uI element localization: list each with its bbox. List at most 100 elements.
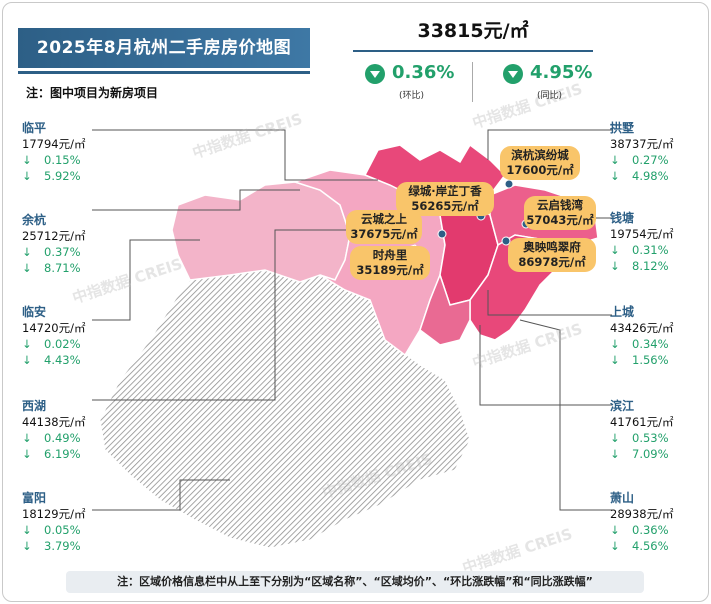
yoy-label: (同比)	[537, 91, 563, 101]
district-yoy: 6.19%	[44, 447, 81, 461]
district-yoy: 8.12%	[632, 259, 669, 273]
project-name: 云城之上	[361, 212, 407, 226]
down-arrow-icon: ↓	[610, 353, 620, 367]
project-label: 滨杭滨纷城 17600元/㎡	[500, 146, 580, 180]
map-pin-icon	[504, 179, 514, 189]
district-price: 17794元/㎡	[22, 137, 86, 151]
mom-change: 0.36% (环比)	[365, 62, 475, 102]
down-arrow-icon: ↓	[22, 447, 32, 461]
district-yoy: 4.56%	[632, 539, 669, 553]
district-mom: 0.27%	[632, 153, 669, 167]
project-name: 滨杭滨纷城	[511, 148, 569, 162]
district-gongshu: 拱墅 38737元/㎡ ↓ 0.27% ↓ 4.98%	[610, 120, 700, 184]
district-yoy: 5.92%	[44, 169, 81, 183]
district-name: 临安	[22, 305, 47, 319]
district-binjiang: 滨江 41761元/㎡ ↓ 0.53% ↓ 7.09%	[610, 398, 700, 462]
down-arrow-icon: ↓	[22, 539, 32, 553]
district-price: 41761元/㎡	[610, 415, 674, 429]
divider	[472, 62, 473, 102]
district-name: 萧山	[610, 491, 635, 505]
down-arrow-icon: ↓	[22, 169, 32, 183]
down-triangle-icon	[365, 64, 385, 84]
district-price: 25712元/㎡	[22, 229, 86, 243]
district-yoy: 4.98%	[632, 169, 669, 183]
down-arrow-icon: ↓	[22, 245, 32, 259]
district-mom: 0.31%	[632, 243, 669, 257]
yoy-value: 4.95%	[530, 62, 593, 83]
district-yoy: 3.79%	[44, 539, 81, 553]
down-arrow-icon: ↓	[610, 539, 620, 553]
project-name: 时舟里	[372, 248, 408, 262]
district-price: 38737元/㎡	[610, 137, 674, 151]
project-name: 绿城·岸芷丁香	[408, 184, 482, 198]
down-arrow-icon: ↓	[610, 431, 620, 445]
district-yoy: 4.43%	[44, 353, 81, 367]
district-name: 富阳	[22, 491, 47, 505]
district-name: 滨江	[610, 399, 635, 413]
project-name: 云启钱湾	[537, 198, 583, 212]
district-price: 18129元/㎡	[22, 507, 86, 521]
project-price: 86978元/㎡	[518, 255, 586, 269]
district-yoy: 1.56%	[632, 353, 669, 367]
district-price: 44138元/㎡	[22, 415, 86, 429]
project-note: 注：图中项目为新房项目	[26, 86, 159, 100]
down-arrow-icon: ↓	[22, 353, 32, 367]
project-price: 35189元/㎡	[356, 263, 424, 277]
linan-region	[171, 181, 351, 283]
down-arrow-icon: ↓	[610, 243, 620, 257]
project-label: 云城之上 37675元/㎡	[346, 210, 422, 244]
district-shangcheng: 上城 43426元/㎡ ↓ 0.34% ↓ 1.56%	[610, 304, 700, 368]
down-arrow-icon: ↓	[22, 337, 32, 351]
district-mom: 0.15%	[44, 153, 81, 167]
shangcheng-region	[419, 272, 471, 346]
page-title: 2025年8月杭州二手房房价地图	[18, 28, 310, 74]
district-mom: 0.34%	[632, 337, 669, 351]
district-yuhang: 余杭 25712元/㎡ ↓ 0.37% ↓ 8.71%	[22, 212, 112, 276]
down-arrow-icon: ↓	[610, 523, 620, 537]
district-qiantang: 钱塘 19754元/㎡ ↓ 0.31% ↓ 8.12%	[610, 210, 700, 274]
district-mom: 0.37%	[44, 245, 81, 259]
down-arrow-icon: ↓	[610, 447, 620, 461]
down-arrow-icon: ↓	[22, 431, 32, 445]
district-linan: 临安 14720元/㎡ ↓ 0.02% ↓ 4.43%	[22, 304, 112, 368]
district-name: 上城	[610, 305, 635, 319]
district-name: 余杭	[22, 213, 47, 227]
down-arrow-icon: ↓	[22, 523, 32, 537]
legend-note: 注：区域价格信息栏中从上至下分别为“区域名称”、“区域均价”、“环比涨跌幅”和“…	[66, 571, 644, 593]
district-name: 西湖	[22, 399, 47, 413]
district-mom: 0.53%	[632, 431, 669, 445]
pagoda-logo-icon	[637, 28, 665, 63]
district-name: 拱墅	[610, 121, 635, 135]
district-price: 28938元/㎡	[610, 507, 674, 521]
project-price: 37675元/㎡	[350, 227, 418, 241]
district-xihu: 西湖 44138元/㎡ ↓ 0.49% ↓ 6.19%	[22, 398, 112, 462]
city-average-price: 33815元/㎡	[417, 20, 529, 42]
yoy-change: 4.95% (同比)	[503, 62, 613, 102]
project-price: 57043元/㎡	[526, 213, 594, 227]
project-label: 奥映鸣翠府 86978元/㎡	[508, 238, 596, 272]
project-label: 时舟里 35189元/㎡	[350, 246, 430, 280]
mom-value: 0.36%	[392, 62, 455, 83]
district-price: 14720元/㎡	[22, 321, 86, 335]
district-price: 19754元/㎡	[610, 227, 674, 241]
down-arrow-icon: ↓	[610, 259, 620, 273]
district-name: 临平	[22, 121, 47, 135]
district-mom: 0.36%	[632, 523, 669, 537]
district-yoy: 8.71%	[44, 261, 81, 275]
project-price: 17600元/㎡	[506, 163, 574, 177]
district-yoy: 7.09%	[632, 447, 669, 461]
down-arrow-icon: ↓	[610, 153, 620, 167]
map-pin-icon	[437, 229, 447, 239]
down-arrow-icon: ↓	[610, 337, 620, 351]
down-arrow-icon: ↓	[22, 153, 32, 167]
district-fuyang: 富阳 18129元/㎡ ↓ 0.05% ↓ 3.79%	[22, 490, 112, 554]
district-xiaoshan: 萧山 28938元/㎡ ↓ 0.36% ↓ 4.56%	[610, 490, 700, 554]
down-triangle-icon	[503, 64, 523, 84]
divider	[353, 50, 593, 52]
down-arrow-icon: ↓	[610, 169, 620, 183]
district-price: 43426元/㎡	[610, 321, 674, 335]
project-price: 56265元/㎡	[411, 199, 479, 213]
mom-label: (环比)	[399, 91, 425, 101]
project-name: 奥映鸣翠府	[523, 240, 581, 254]
district-name: 钱塘	[610, 211, 635, 225]
